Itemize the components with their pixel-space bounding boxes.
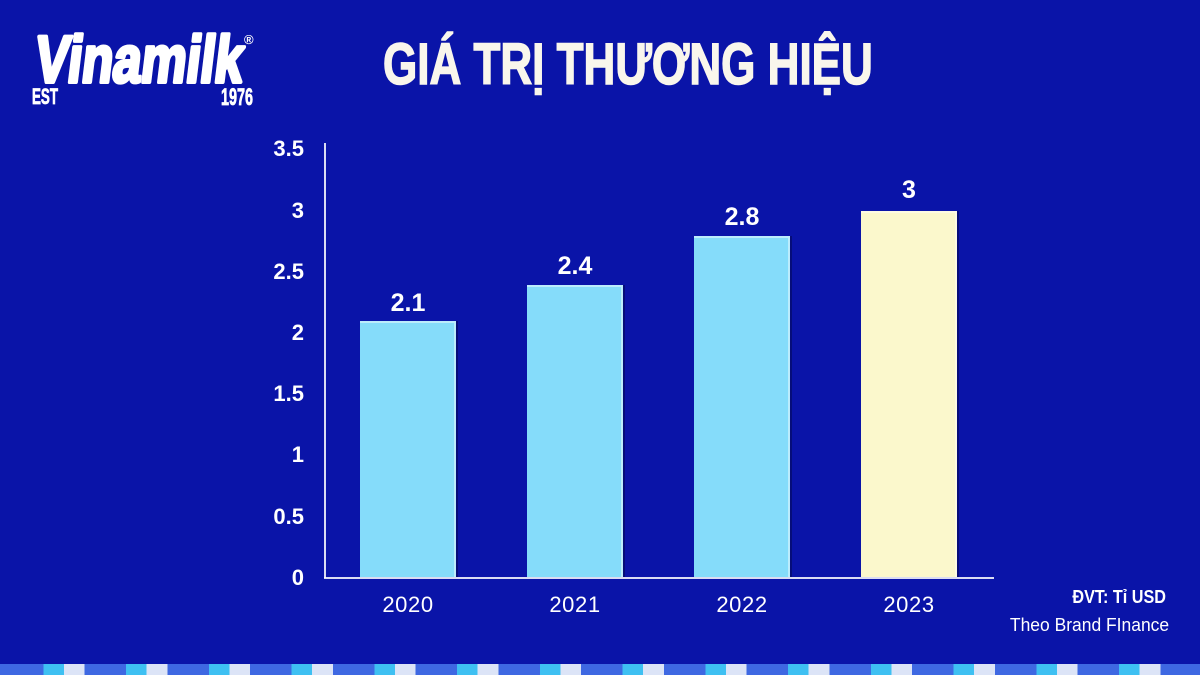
svg-text:Vinamilk: Vinamilk bbox=[31, 24, 248, 97]
svg-text:1976: 1976 bbox=[221, 84, 253, 110]
svg-text:EST: EST bbox=[32, 84, 58, 109]
svg-text:®: ® bbox=[244, 32, 254, 47]
